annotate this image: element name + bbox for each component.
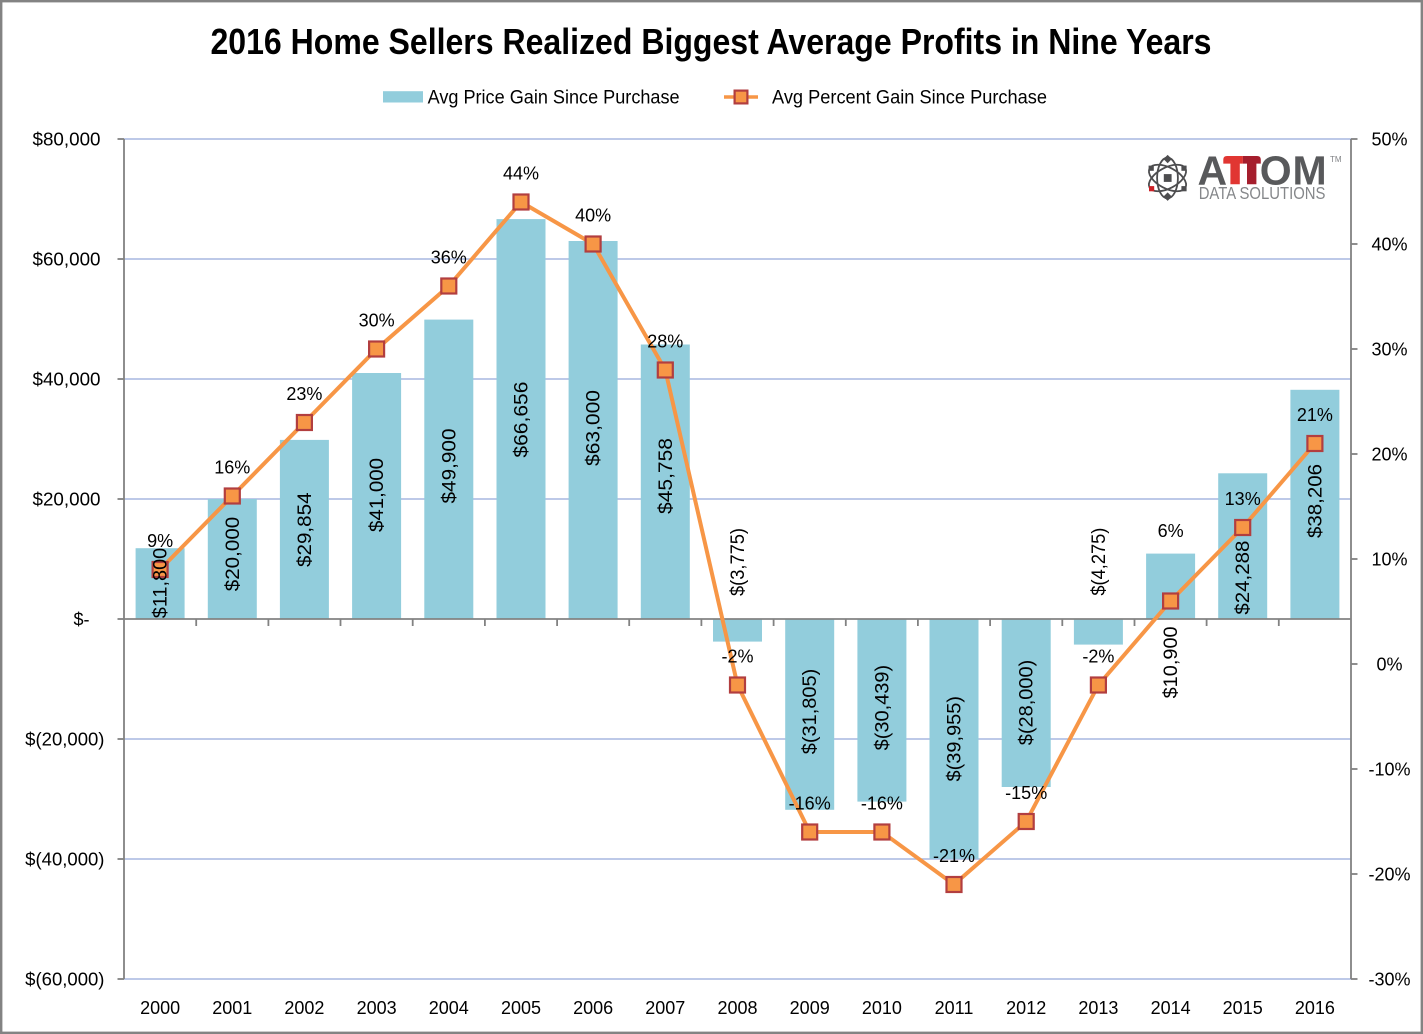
svg-text:-21%: -21% [933,846,975,866]
svg-text:2009: 2009 [790,998,830,1018]
svg-text:$80,000: $80,000 [33,129,101,149]
svg-text:28%: 28% [647,331,683,351]
svg-text:2011: 2011 [935,998,974,1018]
svg-text:-20%: -20% [1368,864,1410,884]
svg-text:21%: 21% [1297,405,1333,425]
svg-text:-30%: -30% [1368,969,1410,989]
svg-text:-15%: -15% [1005,783,1047,803]
svg-text:$38,206: $38,206 [1305,464,1326,538]
svg-text:-16%: -16% [789,793,831,813]
svg-text:A: A [1198,147,1228,193]
svg-text:16%: 16% [214,457,250,477]
svg-text:2000: 2000 [140,998,180,1018]
svg-text:36%: 36% [431,247,467,267]
svg-text:$20,000: $20,000 [223,517,244,592]
svg-text:$66,656: $66,656 [512,382,533,458]
svg-text:-2%: -2% [721,646,753,666]
svg-text:$41,000: $41,000 [367,458,388,532]
svg-text:2006: 2006 [573,998,613,1018]
svg-text:30%: 30% [359,310,395,330]
svg-text:$(20,000): $(20,000) [25,729,104,749]
svg-text:TM: TM [1330,155,1342,164]
svg-text:2016: 2016 [1295,998,1335,1018]
svg-text:M: M [1293,147,1327,193]
svg-text:$60,000: $60,000 [33,249,101,269]
svg-text:13%: 13% [1225,489,1261,509]
svg-text:$(31,805): $(31,805) [800,669,821,755]
svg-text:$24,288: $24,288 [1233,541,1254,615]
svg-text:30%: 30% [1371,339,1407,359]
svg-text:2005: 2005 [501,998,541,1018]
svg-text:2016 Home Sellers Realized Big: 2016 Home Sellers Realized Biggest Avera… [211,21,1212,62]
svg-text:$(40,000): $(40,000) [25,849,104,869]
svg-text:$11,800: $11,800 [151,548,172,619]
svg-text:2003: 2003 [357,998,397,1018]
svg-text:2014: 2014 [1151,998,1191,1018]
svg-text:10%: 10% [1371,549,1407,569]
svg-text:$(30,439): $(30,439) [872,665,893,751]
svg-text:40%: 40% [575,205,611,225]
svg-text:$(3,775): $(3,775) [728,528,749,596]
svg-text:44%: 44% [503,163,539,183]
svg-text:$29,854: $29,854 [295,492,316,567]
svg-text:6%: 6% [1158,521,1184,541]
svg-text:$-: $- [73,609,89,629]
svg-text:2008: 2008 [717,998,757,1018]
svg-text:40%: 40% [1371,234,1407,254]
svg-text:$40,000: $40,000 [33,369,101,389]
svg-text:2002: 2002 [284,998,324,1018]
svg-text:-2%: -2% [1082,646,1114,666]
svg-text:20%: 20% [1371,444,1407,464]
svg-text:$20,000: $20,000 [33,489,101,509]
svg-text:$(39,955): $(39,955) [945,696,966,782]
svg-text:-16%: -16% [861,793,903,813]
svg-text:0%: 0% [1376,654,1402,674]
svg-text:O: O [1260,147,1292,193]
svg-text:-10%: -10% [1368,759,1410,779]
svg-text:DATA SOLUTIONS: DATA SOLUTIONS [1199,183,1326,203]
svg-text:2010: 2010 [862,998,902,1018]
svg-text:2007: 2007 [645,998,685,1018]
svg-text:9%: 9% [147,531,173,551]
svg-text:$(4,275): $(4,275) [1089,528,1110,596]
svg-text:2004: 2004 [429,998,469,1018]
svg-text:$63,000: $63,000 [584,390,605,466]
svg-text:$49,900: $49,900 [439,429,460,504]
svg-text:2015: 2015 [1223,998,1263,1018]
svg-text:50%: 50% [1371,129,1407,149]
svg-text:23%: 23% [286,384,322,404]
svg-text:2013: 2013 [1078,998,1118,1018]
svg-text:$10,900: $10,900 [1161,626,1182,698]
svg-text:2001: 2001 [212,998,252,1018]
svg-text:Avg Percent Gain Since Purchas: Avg Percent Gain Since Purchase [772,88,1047,109]
svg-text:$45,758: $45,758 [656,438,677,514]
svg-text:2012: 2012 [1006,998,1046,1018]
svg-text:$(28,000): $(28,000) [1017,660,1038,746]
svg-text:$(60,000): $(60,000) [25,969,104,989]
svg-text:Avg Price Gain Since Purchase: Avg Price Gain Since Purchase [428,88,680,109]
